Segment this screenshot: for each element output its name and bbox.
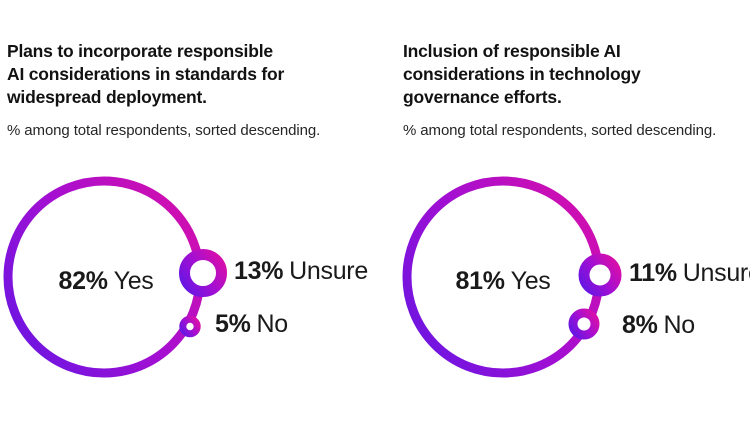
left-yes-value: 82%: [58, 267, 108, 295]
right-chart-subtitle: % among total respondents, sorted descen…: [403, 122, 717, 139]
right-chart-title: Inclusion of responsible AI consideratio…: [403, 40, 641, 109]
title-line: Inclusion of responsible AI: [403, 41, 621, 61]
unsure-bubble: [179, 249, 227, 297]
right-bubble-chart: [402, 176, 622, 378]
no-bubble: [179, 315, 201, 338]
right-yes-label: 81% Yes: [455, 269, 550, 294]
unsure-bubble: [578, 253, 622, 297]
left-no-label: 5% No: [215, 312, 288, 337]
right-unsure-value: 11%: [629, 259, 677, 287]
left-no-text: No: [256, 310, 289, 338]
title-line: considerations in technology: [403, 64, 641, 84]
title-line: widespread deployment.: [7, 87, 207, 107]
right-unsure-label: 11%Unsure: [629, 261, 750, 286]
left-chart-title: Plans to incorporate responsible AI cons…: [7, 40, 284, 109]
title-line: governance efforts.: [403, 87, 562, 107]
title-line: Plans to incorporate responsible: [7, 41, 273, 61]
right-unsure-text: Unsure: [682, 259, 750, 287]
right-yes-value: 81%: [455, 267, 505, 295]
no-bubble: [568, 308, 600, 340]
left-yes-text: Yes: [113, 267, 154, 295]
left-chart-subtitle: % among total respondents, sorted descen…: [7, 122, 321, 139]
right-yes-text: Yes: [510, 267, 551, 295]
right-no-value: 8%: [622, 311, 658, 339]
left-unsure-text: Unsure: [289, 257, 368, 285]
left-no-value: 5%: [215, 310, 251, 338]
left-bubble-chart: [3, 176, 227, 378]
left-unsure-label: 13% Unsure: [234, 259, 368, 284]
right-no-label: 8% No: [622, 313, 695, 338]
right-no-text: No: [663, 311, 696, 339]
title-line: AI considerations in standards for: [7, 64, 285, 84]
left-yes-label: 82% Yes: [58, 269, 153, 294]
left-unsure-value: 13%: [234, 257, 284, 285]
